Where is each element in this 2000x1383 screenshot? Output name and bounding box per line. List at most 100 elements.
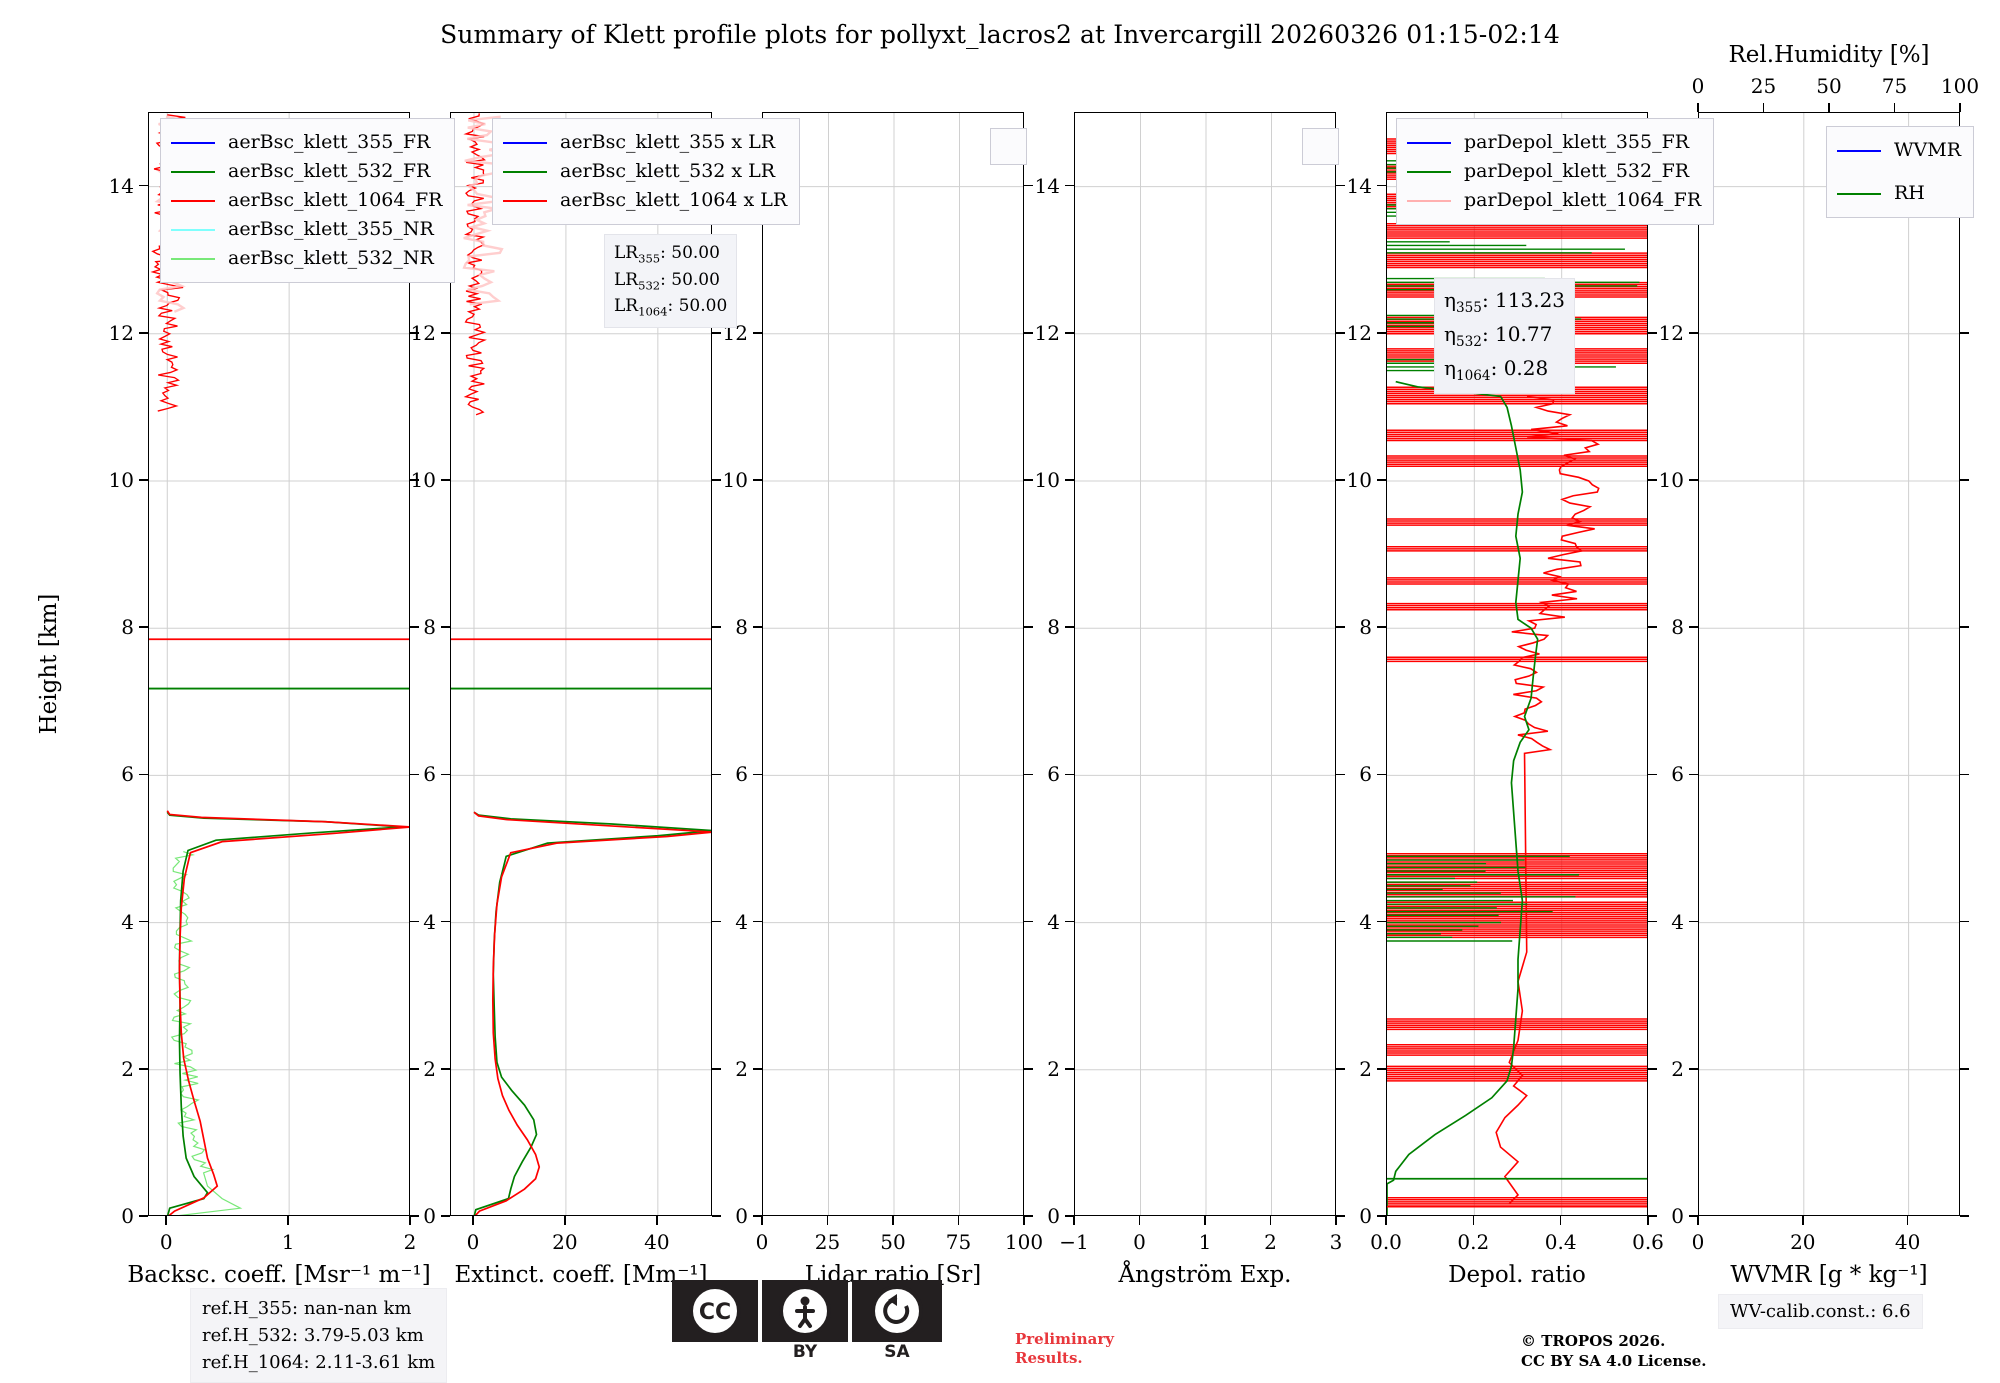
y-tick xyxy=(1065,479,1074,481)
y-tick xyxy=(441,479,450,481)
y-tick-label: 2 xyxy=(1047,1056,1060,1081)
legend-label: WVMR xyxy=(1894,139,1962,161)
legend-lidar-ratio-empty[interactable] xyxy=(990,128,1027,165)
y-tick-right xyxy=(1024,184,1033,187)
legend-item: aerBsc_klett_532_FR xyxy=(171,157,442,186)
y-tick-right xyxy=(1960,332,1969,334)
y-tick-label: 10 xyxy=(722,468,748,492)
legend-label: parDepol_klett_1064_FR xyxy=(1464,189,1702,212)
x-axis-title: Depol. ratio xyxy=(1448,1262,1586,1288)
y-tick xyxy=(1065,626,1074,628)
y-tick-right xyxy=(1648,1068,1657,1070)
legend-label: RH xyxy=(1894,182,1925,205)
y-tick-right xyxy=(410,626,419,628)
lidar-ratio-plot-area xyxy=(763,113,1023,1215)
legend-depolarization[interactable]: parDepol_klett_355_FR parDepol_klett_532… xyxy=(1396,118,1715,226)
y-tick-label: 8 xyxy=(1359,615,1372,640)
y-tick-right xyxy=(712,920,721,923)
panel-backscatter: 0 2 4 6 8 10 12 14 0 1 2 Backsc. coeff. [Msr⁻¹ m⁻¹] xyxy=(109,112,431,1288)
y-tick-right xyxy=(712,1215,721,1217)
copyright-line-2: CC BY SA 4.0 License. xyxy=(1521,1351,1707,1370)
y-tick xyxy=(1689,1068,1698,1070)
y-tick-right xyxy=(1024,332,1033,334)
legend-swatch-355fr xyxy=(171,141,215,144)
y-tick-label: 6 xyxy=(121,762,134,787)
x-tick xyxy=(656,1216,658,1225)
top-x-tick xyxy=(1762,103,1765,112)
legend-backscatter[interactable]: aerBsc_klett_355_FR aerBsc_klett_532_FR … xyxy=(160,118,456,284)
x-tick xyxy=(1906,1216,1909,1225)
copyright-note: © TROPOS 2026. CC BY SA 4.0 License. xyxy=(1521,1332,1707,1371)
legend-swatch-depol1064 xyxy=(1407,199,1451,202)
y-tick-right xyxy=(1648,626,1657,628)
eta-1064-row: η1064: 0.28 xyxy=(1444,356,1549,385)
eta-annotation: η355: 113.23 η532: 10.77 η1064: 0.28 xyxy=(1434,278,1576,395)
legend-water-vapour[interactable]: WVMR RH xyxy=(1826,126,1975,219)
x-tick-label: 100 xyxy=(1004,1230,1044,1254)
legend-label: aerBsc_klett_532_NR xyxy=(228,247,434,270)
top-x-tick-label: 75 xyxy=(1881,74,1908,98)
top-x-tick xyxy=(1893,103,1896,112)
y-tick-label: 4 xyxy=(121,909,134,934)
preliminary-line-1: Preliminary xyxy=(1015,1330,1114,1348)
y-tick xyxy=(441,332,450,334)
y-tick xyxy=(139,332,148,334)
y-tick xyxy=(1377,773,1386,776)
legend-extinction[interactable]: aerBsc_klett_355 x LR aerBsc_klett_532 x… xyxy=(492,118,801,226)
legend-item: WVMR xyxy=(1837,136,1961,165)
y-tick-label: 6 xyxy=(423,762,436,787)
legend-label: aerBsc_klett_1064 x LR xyxy=(560,189,788,212)
y-tick-label: 10 xyxy=(108,468,134,492)
x-tick xyxy=(564,1216,566,1225)
top-axis-title: Rel.Humidity [%] xyxy=(1728,42,1930,68)
reference-height-box: ref.H_355: nan-nan km ref.H_532: 3.79-5.… xyxy=(190,1288,448,1383)
x-tick xyxy=(1802,1216,1804,1225)
y-tick-right xyxy=(1336,920,1345,923)
y-tick-right xyxy=(410,479,419,481)
y-tick xyxy=(753,1068,762,1070)
x-tick xyxy=(472,1216,474,1225)
legend-swatch-rh xyxy=(1837,192,1881,195)
panel-lidar-ratio-axes xyxy=(762,112,1024,1216)
y-tick-label: 4 xyxy=(1047,909,1060,934)
y-tick-label: 12 xyxy=(410,320,436,345)
y-tick-right xyxy=(1024,920,1033,923)
x-tick xyxy=(1472,1216,1475,1225)
legend-item: aerBsc_klett_532 x LR xyxy=(503,157,787,186)
legend-item: aerBsc_klett_355_FR xyxy=(171,128,442,157)
y-tick-label: 4 xyxy=(735,909,748,934)
y-tick xyxy=(1065,773,1074,776)
y-tick xyxy=(1377,479,1386,481)
y-tick-label: 0 xyxy=(121,1204,134,1228)
x-tick xyxy=(1559,1216,1562,1225)
y-tick-right xyxy=(712,626,721,628)
x-tick xyxy=(409,1216,411,1225)
y-tick-right xyxy=(1960,920,1969,923)
y-tick xyxy=(1377,626,1386,628)
y-tick xyxy=(139,1068,148,1070)
legend-angstrom-empty[interactable] xyxy=(1302,128,1339,165)
lidar-ratio-annotation: LR355: 50.00 LR532: 50.00 LR1064: 50.00 xyxy=(604,234,738,329)
x-axis-title: Extinct. coeff. [Mm⁻¹] xyxy=(454,1262,708,1288)
cc-icon: CC xyxy=(689,1285,741,1337)
x-axis-title: Ångström Exp. xyxy=(1118,1262,1292,1288)
legend-label: aerBsc_klett_355_FR xyxy=(228,131,431,153)
wv-calibration-box: WV-calib.const.: 6.6 xyxy=(1718,1294,1923,1329)
legend-label: aerBsc_klett_532_FR xyxy=(228,160,431,183)
y-tick-right xyxy=(1336,184,1345,187)
y-tick-right xyxy=(1024,479,1033,481)
share-alike-icon xyxy=(871,1285,923,1337)
y-tick-label: 8 xyxy=(1047,615,1060,640)
x-tick-label: 40 xyxy=(644,1230,670,1254)
preliminary-results-note: Preliminary Results. xyxy=(1015,1330,1114,1368)
y-tick xyxy=(139,479,148,481)
y-tick xyxy=(753,332,762,334)
y-tick-label: 4 xyxy=(1359,909,1372,934)
cc-license-badge: CC BY SA xyxy=(672,1280,942,1362)
y-tick-right xyxy=(1024,626,1033,628)
legend-swatch-355nr xyxy=(171,228,215,231)
y-tick xyxy=(1065,920,1074,923)
y-tick-label: 10 xyxy=(1346,468,1372,492)
cc-by-cell xyxy=(762,1280,848,1342)
y-tick-right xyxy=(1960,1215,1969,1217)
